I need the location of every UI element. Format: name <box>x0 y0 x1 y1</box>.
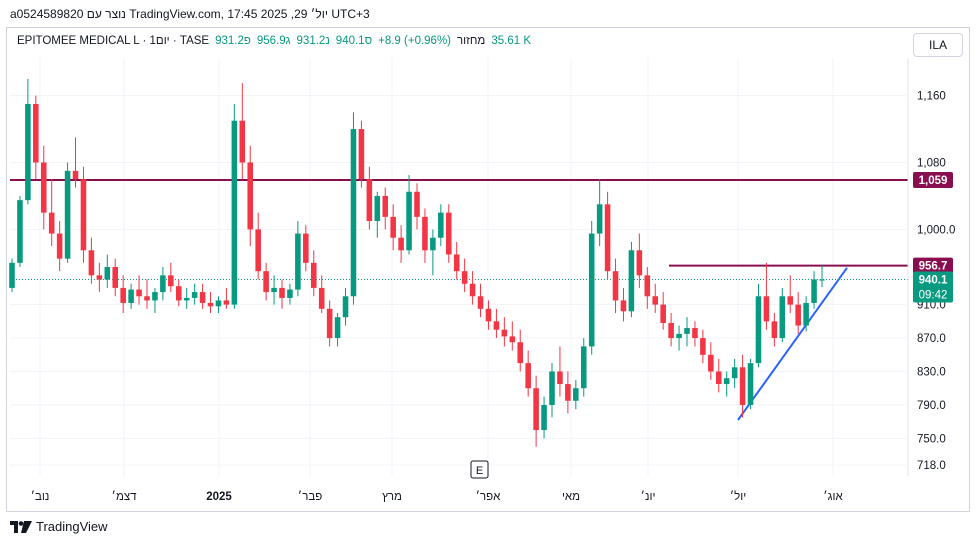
tradingview-logo-icon <box>10 520 32 533</box>
legend-change: +8.9 (+0.96%) <box>378 35 452 47</box>
legend-close: ס940.1 <box>335 35 373 47</box>
footer-brand: TradingView <box>36 519 108 534</box>
currency-button[interactable]: ILA <box>913 33 963 57</box>
chart-attribution: a0524589820 נוצר עם TradingView.com, יול… <box>10 7 370 21</box>
legend-volume-label: מחזור <box>457 35 486 47</box>
legend-high: ג956.9 <box>256 35 291 47</box>
footer: TradingView <box>10 519 108 534</box>
symbol-legend: EPITOMEE MEDICAL L · 1יום · TASE פ931.2 … <box>17 35 531 47</box>
chart-frame <box>6 27 970 512</box>
legend-open: פ931.2 <box>215 35 251 47</box>
symbol-name[interactable]: EPITOMEE MEDICAL L · 1יום · TASE <box>17 35 210 47</box>
legend-volume: 35.61 K <box>491 35 531 47</box>
legend-low: נ931.2 <box>296 35 330 47</box>
